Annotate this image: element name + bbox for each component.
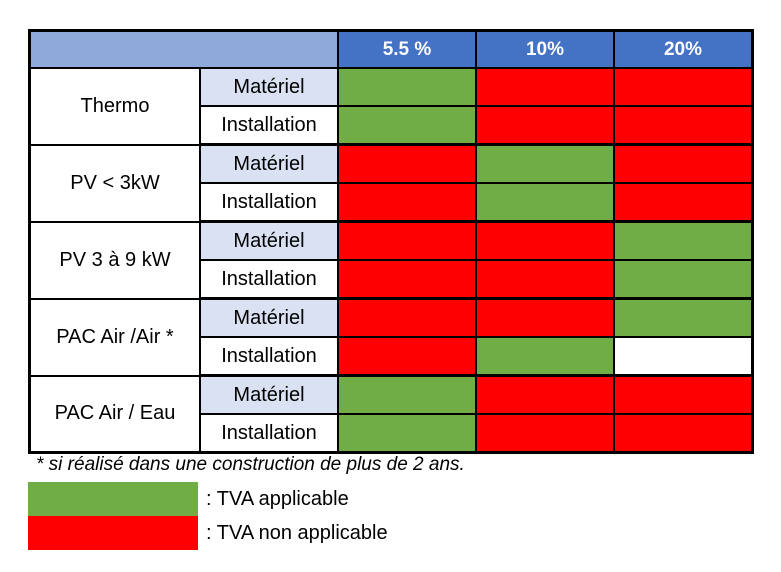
sub-label: Installation <box>199 105 339 146</box>
legend-label-non-applicable: : TVA non applicable <box>206 521 388 544</box>
status-cell-red <box>337 220 477 261</box>
status-cell-green <box>337 105 477 146</box>
sub-label: Installation <box>199 259 339 300</box>
legend-applicable: : TVA applicable <box>28 482 349 516</box>
header-rate-20: 20% <box>613 29 754 69</box>
legend-non-applicable: : TVA non applicable <box>28 516 388 550</box>
status-cell-red <box>475 67 615 107</box>
legend-swatch-red <box>28 516 198 550</box>
status-cell-green <box>337 374 477 415</box>
status-cell-red <box>475 297 615 338</box>
group-label: Thermo <box>28 67 201 146</box>
status-cell-red <box>475 220 615 261</box>
group-label: PAC Air /Air * <box>28 297 201 377</box>
sub-label: Installation <box>199 182 339 223</box>
header-rate-5-5: 5.5 % <box>337 29 477 69</box>
status-cell-red <box>475 413 615 454</box>
status-cell-red <box>475 105 615 146</box>
status-cell-green <box>613 259 754 300</box>
table-row: PAC Air /Air * Matériel <box>28 297 754 377</box>
header-blank <box>28 29 339 69</box>
sub-label: Installation <box>199 413 339 454</box>
sub-label: Matériel <box>199 67 339 107</box>
table-row: Installation <box>30 105 754 146</box>
status-cell-red <box>475 374 615 415</box>
status-cell-red <box>613 374 754 415</box>
status-cell-white <box>613 336 754 377</box>
status-cell-green <box>475 336 615 377</box>
table-row: PV < 3kW Matériel <box>28 143 754 223</box>
header-row: 5.5 % 10% 20% <box>28 29 754 69</box>
sub-label: Matériel <box>199 374 339 415</box>
tva-table: 5.5 % 10% 20% Thermo Matériel Installation… <box>28 29 754 454</box>
sub-label: Matériel <box>199 220 339 261</box>
group-label: PAC Air / Eau <box>28 374 201 454</box>
table-row: Installation <box>30 182 754 223</box>
status-cell-red <box>337 143 477 184</box>
header-rate-10: 10% <box>475 29 615 69</box>
status-cell-red <box>613 105 754 146</box>
sub-label: Matériel <box>199 143 339 184</box>
status-cell-red <box>613 143 754 184</box>
footnote: * si réalisé dans une construction de pl… <box>36 454 465 475</box>
status-cell-green <box>475 143 615 184</box>
table-row: Thermo Matériel <box>28 67 754 146</box>
status-cell-green <box>337 413 477 454</box>
status-cell-red <box>475 259 615 300</box>
table-row: PV 3 à 9 kW Matériel <box>28 220 754 300</box>
group-label: PV 3 à 9 kW <box>28 220 201 300</box>
status-cell-red <box>337 297 477 338</box>
table-row: Installation <box>30 336 754 377</box>
status-cell-red <box>337 182 477 223</box>
status-cell-green <box>475 182 615 223</box>
status-cell-red <box>613 182 754 223</box>
status-cell-red <box>613 413 754 454</box>
status-cell-green <box>613 297 754 338</box>
table-row: Installation <box>30 413 754 454</box>
status-cell-red <box>337 259 477 300</box>
status-cell-red <box>613 67 754 107</box>
status-cell-red <box>337 336 477 377</box>
group-label: PV < 3kW <box>28 143 201 223</box>
status-cell-green <box>613 220 754 261</box>
legend-label-applicable: : TVA applicable <box>206 487 349 510</box>
status-cell-green <box>337 67 477 107</box>
table-row: Installation <box>30 259 754 300</box>
sub-label: Installation <box>199 336 339 377</box>
sub-label: Matériel <box>199 297 339 338</box>
table-row: PAC Air / Eau Matériel <box>28 374 754 454</box>
legend-swatch-green <box>28 482 198 516</box>
